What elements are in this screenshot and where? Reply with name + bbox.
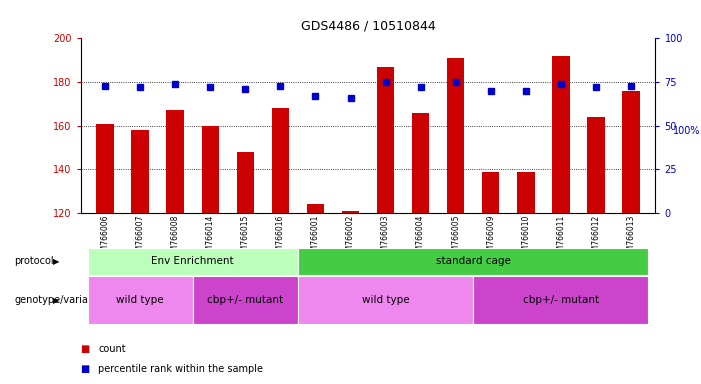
Text: cbp+/- mutant: cbp+/- mutant xyxy=(207,295,283,306)
Text: wild type: wild type xyxy=(116,295,164,306)
Text: ■: ■ xyxy=(81,364,90,374)
Text: GDS4486 / 10510844: GDS4486 / 10510844 xyxy=(301,19,435,32)
Bar xyxy=(412,113,430,213)
Bar xyxy=(307,204,324,213)
Text: ■: ■ xyxy=(81,344,90,354)
Text: cbp+/- mutant: cbp+/- mutant xyxy=(523,295,599,306)
Bar xyxy=(622,91,640,213)
Bar xyxy=(587,117,605,213)
Bar xyxy=(342,211,360,213)
Y-axis label: 100%: 100% xyxy=(673,126,701,136)
Text: ▶: ▶ xyxy=(53,257,59,266)
Bar xyxy=(552,56,569,213)
Text: protocol: protocol xyxy=(14,256,54,266)
Bar xyxy=(447,58,465,213)
Text: standard cage: standard cage xyxy=(436,256,510,266)
Text: count: count xyxy=(98,344,125,354)
Bar xyxy=(202,126,219,213)
Text: wild type: wild type xyxy=(362,295,409,306)
Bar xyxy=(167,111,184,213)
Bar xyxy=(377,67,394,213)
Bar xyxy=(97,124,114,213)
Text: genotype/variation: genotype/variation xyxy=(14,295,107,306)
Text: Env Enrichment: Env Enrichment xyxy=(151,256,234,266)
Bar xyxy=(272,108,290,213)
Bar xyxy=(132,130,149,213)
Text: ▶: ▶ xyxy=(53,296,59,305)
Text: percentile rank within the sample: percentile rank within the sample xyxy=(98,364,263,374)
Bar xyxy=(237,152,254,213)
Bar xyxy=(482,172,499,213)
Bar xyxy=(517,172,535,213)
